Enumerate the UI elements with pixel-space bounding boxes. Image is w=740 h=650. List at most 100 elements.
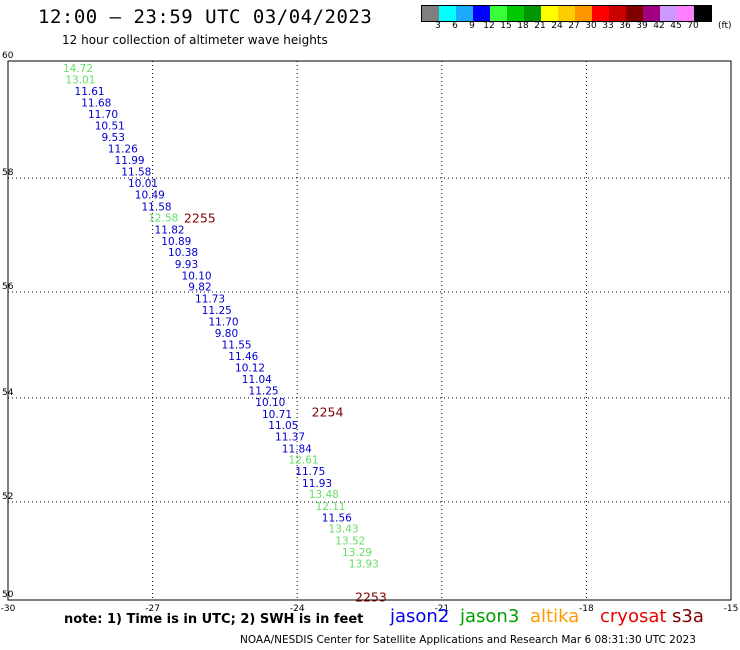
legend-jason2: jason2 [390,606,450,627]
wave-height-point: 9.93 [175,259,198,271]
colorbar-label: 24 [551,21,563,31]
legend-cryosat: cryosat [600,606,667,627]
colorbar-swatch [422,6,439,21]
y-tick-label: 60 [2,51,14,61]
colorbar-label: 30 [585,21,597,31]
y-tick-label: 56 [2,282,14,292]
wave-height-point: 14.72 [63,63,93,75]
wave-height-point: 11.75 [295,466,325,478]
wave-height-point: 9.82 [188,282,211,294]
wave-height-point: 11.84 [282,443,312,455]
wave-height-point: 11.58 [142,201,172,213]
colorbar-swatch [592,6,609,21]
colorbar-label: 33 [602,21,614,31]
colorbar-label: 18 [517,21,529,31]
colorbar-label: 42 [653,21,665,31]
colorbar-unit: (ft) [718,21,732,31]
colorbar-label: 12 [483,21,495,31]
colorbar-label: 21 [534,21,546,31]
wave-height-point: 13.93 [349,559,379,571]
wave-height-point: 11.25 [202,305,232,317]
wave-height-point: 11.46 [228,351,258,363]
map-title: 12:00 — 23:59 UTC 03/04/2023 [38,6,373,28]
colorbar-swatch [490,6,507,21]
x-tick-label: -27 [145,604,160,614]
colorbar-label: 36 [619,21,631,31]
x-tick-label: -30 [1,604,16,614]
y-tick-label: 54 [2,388,14,398]
legend-altika: altika [530,606,580,627]
wave-height-point: 13.29 [342,547,372,559]
wave-height-point: 11.26 [108,144,138,156]
colorbar-swatch [660,6,677,21]
colorbar-swatch [541,6,558,21]
wave-height-point: 11.56 [322,512,352,524]
wave-height-point: 13.48 [309,489,339,501]
colorbar-swatch [575,6,592,21]
colorbar-label: 9 [469,21,475,31]
colorbar-swatch [524,6,541,21]
x-tick-label: -18 [579,604,594,614]
colorbar-label: 6 [452,21,458,31]
x-tick-label: -15 [724,604,739,614]
wave-height-point: 11.05 [268,420,298,432]
wave-height-point: 10.71 [262,409,292,421]
wave-height-point: 13.01 [65,75,95,87]
wave-height-point: 11.99 [115,155,145,167]
colorbar-label: 39 [636,21,648,31]
wave-height-point: 11.61 [75,86,105,98]
track-time-label: 2254 [312,405,344,420]
colorbar-label: 15 [500,21,512,31]
wave-height-point: 10.12 [235,362,265,374]
wave-height-point: 10.10 [255,397,285,409]
colorbar-label: 70 [687,21,699,31]
wave-height-point: 10.10 [182,270,212,282]
colorbar-swatch [694,6,711,21]
wave-height-point: 13.43 [329,524,359,536]
wave-height-point: 11.37 [275,431,305,443]
colorbar-swatch [643,6,660,21]
wave-height-point: 13.52 [335,535,365,547]
track-time-label: 2255 [184,211,216,226]
note-text: note: 1) Time is in UTC; 2) SWH is in fe… [64,612,364,627]
wave-height-point: 9.80 [215,328,238,340]
legend-jason3: jason3 [460,606,520,627]
wave-height-point: 10.51 [95,120,125,132]
wave-height-point: 11.93 [302,478,332,490]
wave-height-point: 9.53 [102,132,125,144]
map-frame [7,60,732,601]
wave-height-point: 11.55 [222,339,252,351]
wave-height-point: 11.70 [209,317,239,329]
colorbar-swatch [626,6,643,21]
colorbar-label: 27 [568,21,580,31]
x-tick-label: -21 [434,604,449,614]
x-tick-label: -24 [290,604,305,614]
wave-height-point: 10.89 [161,236,191,248]
wave-height-point: 10.01 [128,178,158,190]
wave-height-point: 12.58 [148,213,178,225]
colorbar-swatch [456,6,473,21]
map-subtitle: 12 hour collection of altimeter wave hei… [62,33,328,47]
colorbar-swatch [609,6,626,21]
footer-credit: NOAA/NESDIS Center for Satellite Applica… [240,634,696,646]
wave-height-point: 11.25 [249,386,279,398]
wave-height-point: 11.70 [88,109,118,121]
colorbar-swatch [473,6,490,21]
colorbar-swatch [507,6,524,21]
y-tick-label: 50 [2,590,14,600]
wave-height-colorbar [421,5,712,22]
wave-height-point: 12.61 [289,455,319,467]
colorbar-swatch [558,6,575,21]
wave-height-point: 11.68 [81,97,111,109]
colorbar-swatch [677,6,694,21]
track-time-label: 2253 [355,590,387,605]
y-tick-label: 52 [2,492,13,502]
wave-height-point: 11.04 [242,374,272,386]
wave-height-point: 11.58 [121,166,151,178]
wave-height-point: 10.49 [135,189,165,201]
legend-s3a: s3a [672,606,704,627]
colorbar-label: 45 [670,21,682,31]
wave-height-point: 11.82 [155,224,185,236]
colorbar-label: 3 [435,21,441,31]
